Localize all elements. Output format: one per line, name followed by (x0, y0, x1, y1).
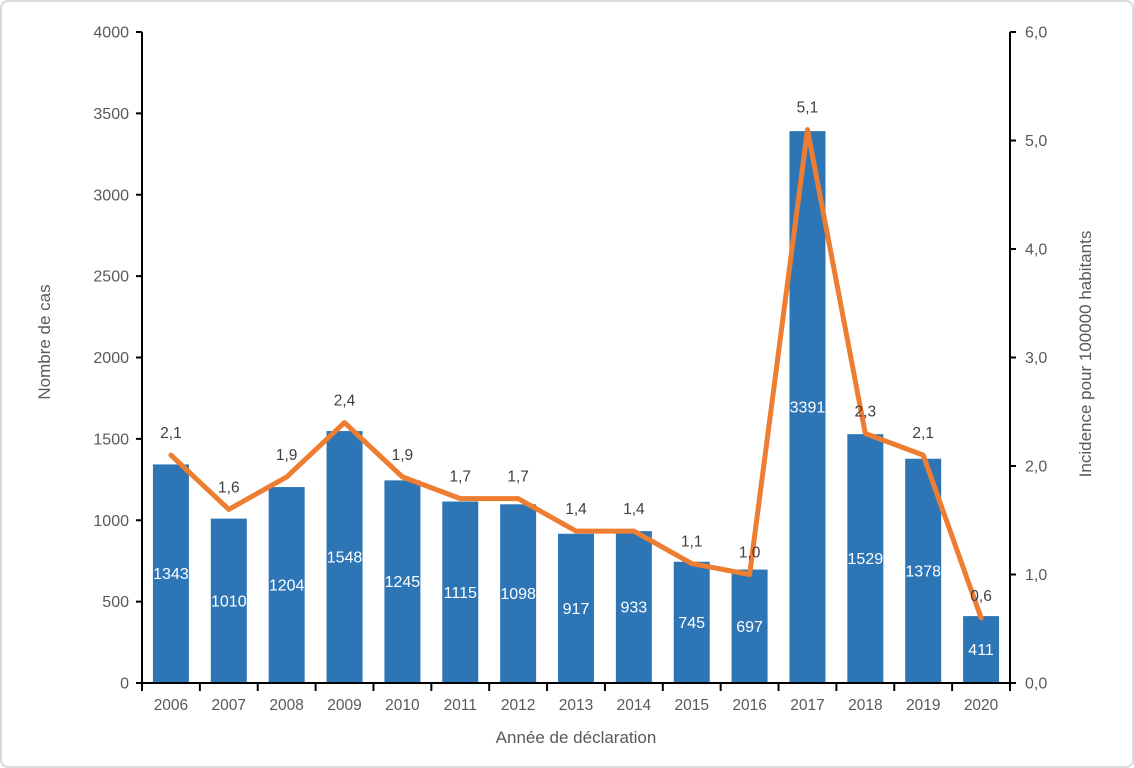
right-axis-tick-label: 0,0 (1025, 676, 1047, 693)
bar-2006 (152, 464, 189, 683)
line-value-label: 2,3 (855, 403, 877, 420)
bar-value-label: 1245 (385, 574, 421, 591)
bar-value-label: 1343 (153, 566, 189, 583)
x-axis-tick-label: 2007 (212, 697, 246, 714)
x-axis-title: Année de déclaration (496, 728, 657, 747)
x-axis-tick-label: 2010 (385, 697, 420, 714)
x-axis-tick-label: 2014 (617, 697, 652, 714)
bar-2011 (442, 501, 479, 683)
left-axis-tick-label: 3500 (93, 106, 129, 123)
left-axis-tick-label: 4000 (93, 25, 129, 42)
line-value-label: 1,9 (276, 447, 298, 464)
right-axis-tick-label: 4,0 (1025, 242, 1047, 259)
bar-value-label: 3391 (790, 400, 826, 417)
bar-value-label: 411 (968, 642, 994, 659)
left-axis-tick-label: 500 (102, 594, 129, 611)
line-value-label: 1,0 (739, 545, 761, 562)
x-axis-tick-label: 2019 (906, 697, 940, 714)
bar-2008 (268, 487, 305, 683)
x-axis-tick-label: 2016 (732, 697, 766, 714)
line-value-label: 1,7 (449, 469, 471, 486)
left-axis-tick-label: 1500 (93, 431, 129, 448)
right-axis-tick-label: 3,0 (1025, 350, 1047, 367)
line-value-label: 1,1 (681, 534, 703, 551)
bar-2018 (847, 434, 884, 683)
bar-2014 (615, 531, 652, 683)
bar-value-label: 1378 (905, 563, 941, 580)
right-axis-tick-label: 5,0 (1025, 133, 1047, 150)
x-axis-tick-label: 2008 (269, 697, 303, 714)
bar-value-label: 1115 (444, 585, 477, 602)
line-value-label: 1,7 (507, 469, 529, 486)
bar-value-label: 1204 (269, 578, 305, 595)
bar-value-label: 745 (678, 615, 705, 632)
x-axis-tick-label: 2009 (327, 697, 361, 714)
line-value-label: 5,1 (797, 100, 819, 117)
x-axis-tick-label: 2011 (444, 697, 477, 714)
bar-value-label: 1529 (848, 551, 884, 568)
plot-area: 0 500 1000 1500 2000 2500 3000 3500 4000 0,0 1,0 2,… (93, 25, 1047, 715)
line-value-label: 2,1 (912, 425, 934, 442)
bar-value-label: 1098 (500, 586, 536, 603)
bar-2016 (731, 569, 768, 683)
bar-value-label: 917 (563, 601, 590, 618)
line-value-label: 2,1 (160, 425, 182, 442)
line-value-label: 0,6 (970, 588, 992, 605)
line-value-label: 1,6 (218, 479, 240, 496)
bar-value-label: 697 (736, 619, 763, 636)
bar-value-label: 1010 (211, 593, 247, 610)
x-axis-tick-label: 2020 (964, 697, 999, 714)
line-value-label: 1,4 (623, 501, 645, 518)
bar-2010 (384, 480, 421, 683)
x-axis-tick-label: 2006 (154, 697, 188, 714)
right-axis-tick-label: 6,0 (1025, 25, 1047, 42)
bar-value-label: 933 (621, 600, 648, 617)
bar-2020 (963, 616, 1000, 683)
x-axis-tick-label: 2013 (559, 697, 593, 714)
x-axis-tick-label: 2012 (501, 697, 535, 714)
x-axis-tick-label: 2018 (848, 697, 882, 714)
left-axis-title: Nombre de cas (35, 284, 54, 399)
x-axis-tick-label: 2017 (790, 697, 824, 714)
bar-2007 (210, 518, 247, 683)
bar-2015 (673, 561, 710, 683)
line-series (168, 127, 984, 621)
left-axis-tick-label: 2500 (93, 269, 129, 286)
bar-value-label: 1548 (327, 550, 363, 567)
right-axis-tick-label: 1,0 (1025, 567, 1047, 584)
x-axis-tick-label: 2015 (674, 697, 708, 714)
right-axis-title: Incidence pour 100000 habitants (1076, 231, 1095, 478)
line-value-label: 1,9 (392, 447, 414, 464)
bar-2012 (500, 504, 537, 683)
left-axis-tick-label: 1000 (93, 513, 129, 530)
right-axis-tick-label: 2,0 (1025, 459, 1047, 476)
bar-2009 (326, 431, 363, 683)
line-value-label: 1,4 (565, 501, 587, 518)
left-axis-tick-label: 2000 (93, 350, 129, 367)
bar-2013 (558, 533, 594, 683)
left-axis-tick-label: 3000 (93, 187, 129, 204)
left-axis-tick-label: 0 (120, 676, 129, 693)
line-value-label: 2,4 (334, 393, 356, 410)
